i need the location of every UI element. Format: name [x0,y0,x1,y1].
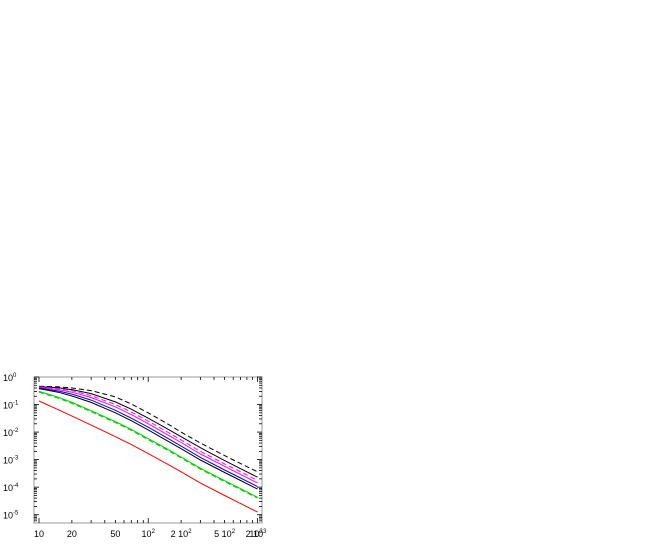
series-layer [38,385,258,513]
series-line-8 [38,400,258,513]
series-line-5 [38,388,258,490]
series-line-0 [38,385,258,473]
series-line-6 [38,390,258,498]
x-tick-label: 2 103 [246,529,268,539]
y-tick-label: 10-5 [3,511,19,521]
series-line-7 [38,391,258,499]
series-line-2 [38,386,258,481]
plot-frame [33,376,263,524]
x-tick-label: 50 [110,529,120,539]
ticks-layer [34,376,262,523]
y-tick-label: 10-4 [3,483,19,493]
y-tick-label: 10-1 [3,401,19,411]
x-tick-label: 102 [142,529,156,539]
series-line-4 [38,387,258,488]
series-line-1 [38,386,258,478]
x-tick-label: 103 [249,529,263,539]
x-tick-label: 20 [67,529,77,539]
y-tick-label: 100 [3,373,17,383]
x-tick-label: 5 102 [214,529,236,539]
series-line-3 [38,386,258,484]
x-tick-label: 10 [34,529,44,539]
y-tick-label: 10-2 [3,428,19,438]
x-tick-label: 2 102 [171,529,193,539]
y-tick-label: 10-3 [3,456,19,466]
